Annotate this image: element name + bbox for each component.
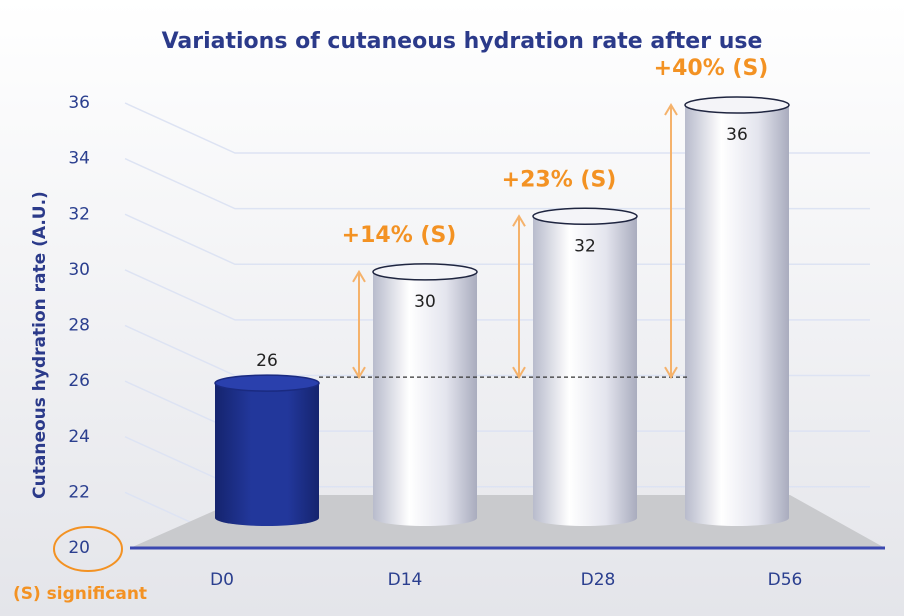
y-axis-label: Cutaneous hydration rate (A.U.): [30, 191, 50, 499]
y-tick-label: 32: [68, 204, 90, 224]
annotation: +14% (S): [342, 223, 457, 248]
y-tick-label: 34: [68, 149, 90, 169]
bar: [215, 383, 319, 518]
grid-line: [124, 269, 870, 321]
arrow-head: [512, 366, 526, 380]
y-tick-label: 24: [68, 427, 90, 447]
y-tick-label: 36: [68, 93, 90, 113]
value-label: 32: [574, 236, 596, 256]
y-tick-label: 20: [68, 538, 90, 558]
grid-line: [124, 213, 870, 265]
arrow-head: [352, 269, 366, 283]
grid-line: [124, 102, 870, 154]
annotation: +40% (S): [654, 56, 769, 81]
note: (S) significant: [13, 584, 147, 604]
bar-top: [532, 207, 638, 225]
y-tick-label: 28: [68, 316, 90, 336]
bar: [533, 216, 637, 518]
grid-line: [124, 324, 870, 377]
arrow-head: [664, 366, 678, 380]
y-tick-label: 26: [68, 371, 90, 391]
arrow-head: [664, 103, 678, 116]
bar-top: [214, 374, 320, 392]
bar: [685, 105, 789, 518]
annotation: +23% (S): [502, 167, 617, 192]
chart-title: Variations of cutaneous hydration rate a…: [162, 29, 763, 54]
bar-top: [684, 96, 790, 114]
note-circle: [53, 526, 123, 572]
bar-top: [372, 263, 478, 281]
arrow-head: [352, 366, 366, 380]
value-label: 26: [256, 351, 278, 371]
y-tick-label: 30: [68, 260, 90, 280]
x-tick-label: D56: [768, 570, 803, 590]
value-label: 36: [726, 125, 748, 145]
bar: [373, 271, 477, 518]
y-tick-label: 22: [68, 482, 90, 502]
x-tick-label: D28: [581, 570, 616, 590]
grid-line: [124, 157, 870, 210]
x-tick-label: D14: [388, 570, 423, 590]
value-label: 30: [414, 292, 436, 312]
x-tick-label: D0: [210, 570, 234, 590]
arrow-head: [512, 214, 526, 227]
